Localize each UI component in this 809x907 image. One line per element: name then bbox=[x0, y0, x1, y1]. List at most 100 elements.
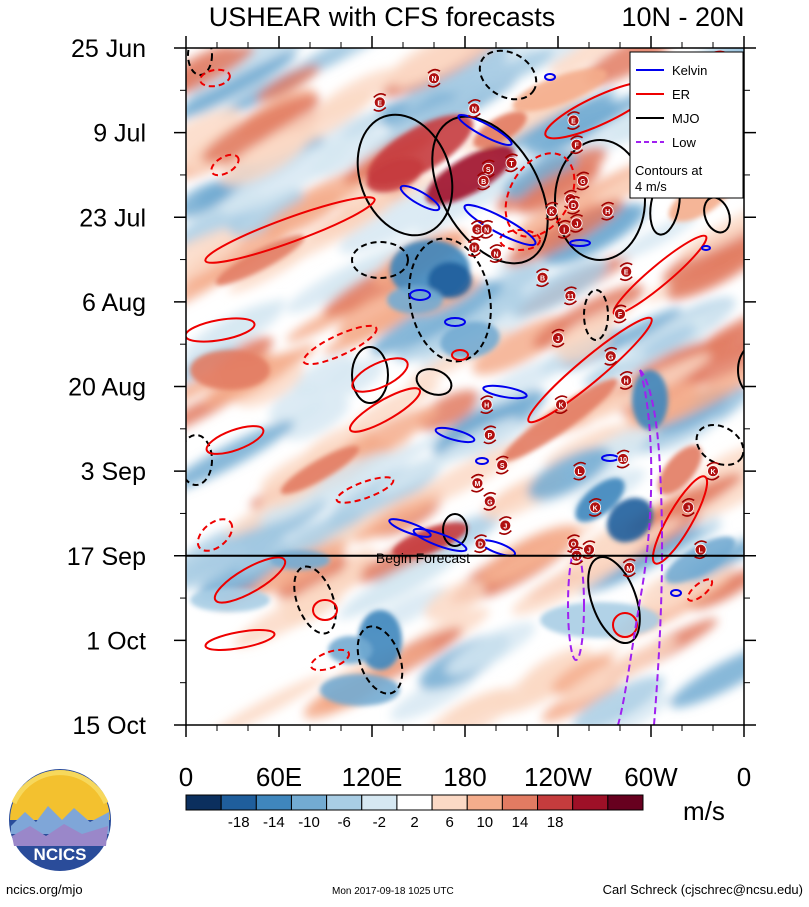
shade-cell bbox=[666, 242, 744, 300]
storm-letter: J bbox=[503, 524, 507, 531]
storm-letter: S bbox=[486, 167, 491, 174]
storm-dot bbox=[552, 332, 564, 345]
storm-dot bbox=[682, 501, 695, 514]
y-tick-label: 9 Jul bbox=[93, 120, 146, 148]
er-contour bbox=[196, 518, 234, 552]
storm-dot bbox=[474, 537, 487, 550]
colorbar-swatch bbox=[501, 794, 539, 811]
storm-letter: N bbox=[431, 76, 436, 83]
footer-timestamp: Mon 2017-09-18 1025 UTC bbox=[332, 886, 454, 897]
y-tick-label: 17 Sep bbox=[67, 543, 146, 571]
storm-marker: J bbox=[582, 540, 596, 560]
storm-swirl bbox=[613, 304, 627, 324]
shade-cell bbox=[388, 48, 477, 85]
storm-swirl bbox=[557, 219, 571, 239]
storm-swirl bbox=[470, 219, 484, 239]
shading-detail bbox=[190, 68, 736, 706]
legend-label-low: Low bbox=[672, 135, 696, 150]
storm-swirl bbox=[470, 473, 484, 493]
shade-cell bbox=[484, 262, 546, 301]
legend: Kelvin ER MJO Low Contours at 4 m/s bbox=[629, 51, 744, 199]
colorbar-swatch bbox=[431, 794, 468, 811]
storm-swirl bbox=[483, 425, 497, 445]
storm-swirl bbox=[570, 135, 584, 155]
y-tick-label: 23 Jul bbox=[79, 204, 146, 232]
storm-marker: 11 bbox=[563, 286, 577, 306]
storm-letter: M bbox=[474, 481, 480, 488]
er-contour bbox=[302, 324, 378, 366]
kelvin-contour bbox=[409, 289, 431, 301]
storm-letter: J bbox=[686, 505, 690, 512]
colorbar-tick-label: 10 bbox=[476, 814, 493, 831]
er-contour bbox=[349, 387, 421, 433]
storm-dot bbox=[480, 398, 493, 411]
shade-cell bbox=[282, 396, 350, 441]
storm-letter: N bbox=[493, 252, 498, 259]
storm-swirl bbox=[467, 99, 481, 118]
forecast-label: Begin Forecast bbox=[376, 550, 470, 566]
storm-letter: L bbox=[578, 469, 583, 476]
storm-marker: E bbox=[566, 111, 581, 130]
storm-letter: E bbox=[571, 119, 576, 126]
kelvin-contour bbox=[434, 426, 476, 444]
shade-feature bbox=[606, 497, 654, 543]
y-tick-label: 1 Oct bbox=[86, 627, 146, 655]
storm-swirl bbox=[483, 491, 497, 511]
er-contour bbox=[527, 316, 653, 424]
storm-dot bbox=[614, 308, 626, 320]
storm-swirl bbox=[551, 328, 565, 348]
storm-letter: G bbox=[487, 499, 493, 506]
shade-cell bbox=[269, 384, 327, 426]
storm-swirl bbox=[477, 171, 491, 191]
storm-dot bbox=[567, 114, 580, 127]
shade-cell bbox=[186, 48, 255, 99]
shade-feature bbox=[512, 68, 608, 112]
footer-url: ncics.org/mjo bbox=[6, 882, 83, 897]
kelvin-contour bbox=[482, 384, 528, 400]
shade-feature bbox=[657, 445, 703, 495]
colorbar-tick-label: -10 bbox=[298, 814, 320, 831]
shade-cell bbox=[445, 622, 536, 676]
y-tick-label: 3 Sep bbox=[81, 458, 146, 486]
shade-feature bbox=[328, 636, 372, 664]
storm-swirl bbox=[573, 461, 587, 481]
mjo-contour bbox=[587, 556, 641, 644]
er-contour bbox=[210, 153, 240, 177]
storm-swirl bbox=[601, 201, 615, 221]
shade-feature bbox=[270, 550, 330, 570]
storm-letter: K bbox=[593, 505, 598, 512]
storm-dot bbox=[499, 519, 512, 532]
shade-cell bbox=[201, 94, 320, 163]
storm-swirl bbox=[570, 213, 584, 233]
shade-cell bbox=[370, 280, 503, 356]
x-tick-label: 60W bbox=[624, 762, 678, 792]
colorbar-swatch bbox=[607, 794, 644, 811]
kelvin-contour bbox=[670, 589, 682, 597]
storm-letter: S bbox=[475, 227, 480, 234]
er-contour bbox=[351, 357, 409, 393]
storm-letter: G bbox=[580, 179, 586, 186]
storm-letter: E bbox=[624, 270, 629, 277]
storm-swirl bbox=[604, 346, 618, 366]
mjo-contour bbox=[442, 513, 468, 547]
storm-dot bbox=[490, 247, 502, 260]
storm-dot bbox=[468, 241, 481, 254]
shade-cell bbox=[688, 328, 744, 386]
storm-markers: NENEFTSBGHDHKJSNIHNEB11FJGHHKPS10LMKGKJJ… bbox=[373, 68, 720, 578]
storm-marker: E bbox=[619, 262, 633, 282]
shade-cell bbox=[186, 222, 289, 287]
colorbar-swatch bbox=[326, 794, 363, 811]
y-tick-label: 25 Jun bbox=[71, 35, 146, 63]
storm-swirl bbox=[554, 395, 568, 415]
storm-dot bbox=[477, 175, 490, 187]
mjo-contour bbox=[187, 48, 213, 76]
mjo-contour bbox=[186, 434, 213, 486]
storm-letter: D bbox=[571, 203, 576, 210]
storm-marker: N bbox=[480, 219, 494, 239]
storm-dot bbox=[604, 350, 617, 363]
storm-marker: S bbox=[495, 455, 509, 475]
shade-feature bbox=[215, 234, 305, 286]
storm-marker: K bbox=[554, 395, 568, 415]
storm-marker: I bbox=[557, 219, 571, 239]
storm-dot bbox=[555, 398, 567, 411]
